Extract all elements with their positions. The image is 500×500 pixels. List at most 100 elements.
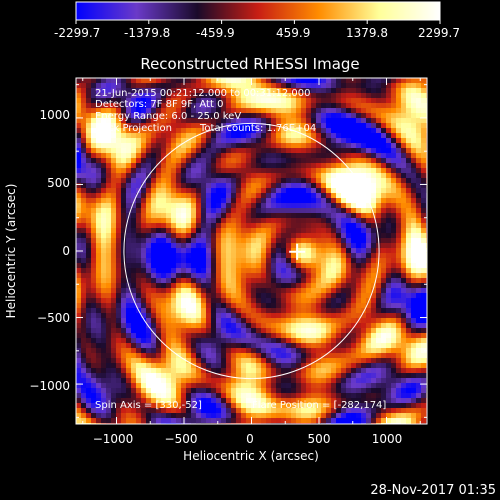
heatmap-cell xyxy=(236,153,241,158)
heatmap-cell xyxy=(346,223,351,228)
heatmap-cell xyxy=(371,218,376,223)
heatmap-cell xyxy=(401,183,406,188)
heatmap-cell xyxy=(141,78,146,83)
heatmap-cell xyxy=(341,128,346,133)
heatmap-cell xyxy=(396,78,401,83)
heatmap-cell xyxy=(236,338,241,343)
heatmap-cell xyxy=(161,208,166,213)
heatmap-cell xyxy=(116,133,121,138)
heatmap-cell xyxy=(281,298,286,303)
heatmap-cell xyxy=(281,98,286,103)
heatmap-cell xyxy=(286,358,291,363)
heatmap-cell xyxy=(106,173,111,178)
heatmap-cell xyxy=(236,323,241,328)
heatmap-cell xyxy=(166,283,171,288)
heatmap-cell xyxy=(146,83,151,88)
heatmap-cell xyxy=(356,258,361,263)
heatmap-cell xyxy=(421,403,426,408)
heatmap-cell xyxy=(326,163,331,168)
heatmap-cell xyxy=(286,228,291,233)
heatmap-cell xyxy=(381,208,386,213)
heatmap-cell xyxy=(381,363,386,368)
heatmap-cell xyxy=(116,358,121,363)
heatmap-cell xyxy=(141,208,146,213)
heatmap-cell xyxy=(336,378,341,383)
heatmap-cell xyxy=(171,153,176,158)
heatmap-cell xyxy=(396,83,401,88)
heatmap-cell xyxy=(376,413,381,418)
heatmap-cell xyxy=(411,133,416,138)
heatmap-cell xyxy=(306,203,311,208)
heatmap-cell xyxy=(356,178,361,183)
heatmap-cell xyxy=(106,123,111,128)
heatmap-cell xyxy=(111,413,116,418)
heatmap-cell xyxy=(391,108,396,113)
heatmap-cell xyxy=(101,328,106,333)
heatmap-cell xyxy=(421,393,426,398)
heatmap-cell xyxy=(121,313,126,318)
heatmap-cell xyxy=(136,378,141,383)
heatmap-cell xyxy=(296,153,301,158)
heatmap-cell xyxy=(276,93,281,98)
heatmap-cell xyxy=(161,248,166,253)
heatmap-cell xyxy=(331,153,336,158)
heatmap-cell xyxy=(181,283,186,288)
heatmap-cell xyxy=(131,103,136,108)
heatmap-cell xyxy=(91,348,96,353)
heatmap-cell xyxy=(176,268,181,273)
heatmap-cell xyxy=(146,413,151,418)
heatmap-cell xyxy=(86,323,91,328)
heatmap-cell xyxy=(356,223,361,228)
heatmap-cell xyxy=(356,123,361,128)
heatmap-cell xyxy=(396,138,401,143)
heatmap-cell xyxy=(281,278,286,283)
heatmap-cell xyxy=(116,93,121,98)
heatmap-cell xyxy=(176,218,181,223)
heatmap-cell xyxy=(226,308,231,313)
heatmap-cell xyxy=(386,378,391,383)
heatmap-cell xyxy=(361,118,366,123)
heatmap-cell xyxy=(176,243,181,248)
heatmap-cell xyxy=(356,253,361,258)
heatmap-cell xyxy=(96,323,101,328)
heatmap-cell xyxy=(306,378,311,383)
heatmap-cell xyxy=(201,88,206,93)
heatmap-cell xyxy=(121,388,126,393)
heatmap-cell xyxy=(331,78,336,83)
heatmap-cell xyxy=(166,323,171,328)
heatmap-cell xyxy=(231,348,236,353)
heatmap-cell xyxy=(351,238,356,243)
heatmap-cell xyxy=(116,198,121,203)
heatmap-cell xyxy=(96,148,101,153)
heatmap-cell xyxy=(336,293,341,298)
heatmap-cell xyxy=(181,153,186,158)
heatmap-cell xyxy=(76,188,81,193)
heatmap-cell xyxy=(316,138,321,143)
heatmap-cell xyxy=(111,418,116,423)
heatmap-cell xyxy=(286,158,291,163)
heatmap-cell xyxy=(221,193,226,198)
heatmap-cell xyxy=(181,103,186,108)
heatmap-cell xyxy=(231,323,236,328)
heatmap-cell xyxy=(146,408,151,413)
heatmap-cell xyxy=(346,98,351,103)
heatmap-cell xyxy=(186,388,191,393)
heatmap-cell xyxy=(166,373,171,378)
heatmap-cell xyxy=(341,123,346,128)
heatmap-cell xyxy=(256,248,261,253)
heatmap-cell xyxy=(236,258,241,263)
heatmap-cell xyxy=(191,193,196,198)
heatmap-cell xyxy=(81,178,86,183)
heatmap-cell xyxy=(381,118,386,123)
heatmap-cell xyxy=(401,343,406,348)
heatmap-cell xyxy=(171,308,176,313)
heatmap-cell xyxy=(366,318,371,323)
heatmap-cell xyxy=(241,368,246,373)
heatmap-cell xyxy=(261,408,266,413)
heatmap-cell xyxy=(351,263,356,268)
heatmap-cell xyxy=(291,118,296,123)
heatmap-cell xyxy=(111,328,116,333)
heatmap-cell xyxy=(381,178,386,183)
heatmap-cell xyxy=(156,398,161,403)
heatmap-cell xyxy=(416,228,421,233)
